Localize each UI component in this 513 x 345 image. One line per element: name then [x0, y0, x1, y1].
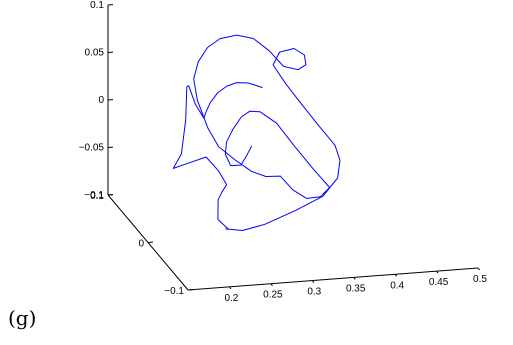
x-tick-mark: [436, 270, 439, 274]
x-tick-label: 0.5: [473, 274, 487, 285]
x-tick-mark: [311, 280, 315, 283]
x-tick-mark: [477, 267, 480, 271]
series-layer: [172, 34, 341, 231]
x-tick-mark: [229, 286, 232, 290]
panel-label: (g): [8, 306, 37, 330]
z-tick-label: 0: [98, 95, 104, 106]
x-tick-mark: [394, 273, 398, 277]
trajectory-line: [172, 34, 341, 231]
y-tick-label: −0.1: [164, 286, 184, 297]
z-tick-label: −0.05: [79, 143, 105, 154]
tick-marks: [107, 4, 480, 291]
x-tick-label: 0.35: [346, 283, 366, 294]
x-tick-label: 0.45: [429, 277, 449, 288]
x-tick-mark: [353, 277, 356, 280]
x-tick-label: 0.2: [224, 293, 238, 304]
x-tick-label: 0.25: [263, 290, 283, 301]
z-tick-label: 0.05: [85, 48, 105, 59]
z-tick-label: −0.1: [84, 190, 104, 201]
tick-labels: 0.2 0.25 0.3 0.35 0.4 0.45 0.50.10−0.10.10.050…: [79, 0, 488, 304]
y-tick-label: 0: [138, 239, 144, 250]
y-tick-label: 0.1: [90, 191, 104, 202]
x-tick-mark: [270, 283, 273, 287]
axes: [107, 5, 479, 291]
x-tick-label: 0.4: [390, 280, 404, 291]
x-axis-line: [187, 267, 479, 291]
x-tick-label: 0.3: [307, 287, 321, 298]
z-tick-label: 0.1: [90, 0, 104, 11]
